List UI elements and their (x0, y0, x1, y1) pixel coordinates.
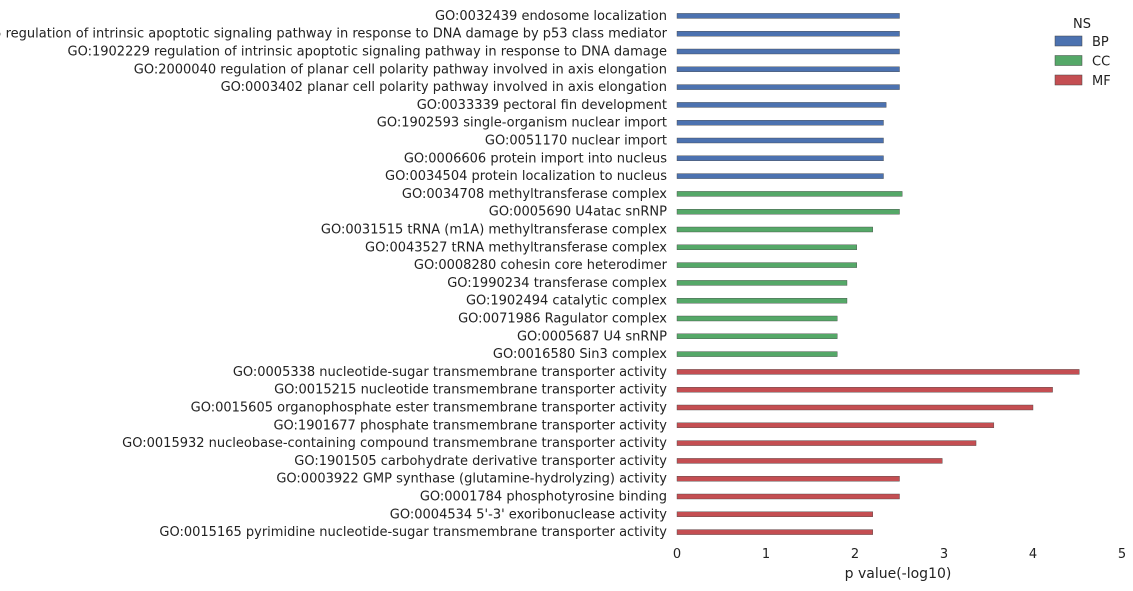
bar-mf (676, 387, 1053, 393)
category-label: GO:0043527 tRNA methyltransferase comple… (365, 240, 667, 255)
bar-mf (676, 493, 900, 500)
category-label: GO:1902229 regulation of intrinsic apopt… (68, 45, 667, 60)
category-label: GO:0005690 U4atac snRNP (489, 205, 667, 220)
category-label: GO:0034708 methyltransferase complex (402, 187, 667, 202)
legend-swatch-bp (1054, 35, 1083, 47)
bar-cc (676, 351, 838, 357)
bar-mf (676, 404, 1034, 411)
bar-mf (676, 476, 900, 482)
x-tick-label: 1 (762, 547, 770, 562)
category-label: GO:2000040 regulation of planar cell pol… (134, 62, 667, 77)
bar-cc (676, 298, 848, 304)
category-label: GO:1990234 transferase complex (447, 276, 667, 291)
x-axis-label: p value(-log10) (845, 566, 952, 582)
legend-label-cc: CC (1092, 55, 1110, 70)
bar-bp (676, 48, 900, 55)
category-label: GO:0033339 pectoral fin development (417, 98, 667, 113)
category-label: GO:0003922 GMP synthase (glutamine-hydro… (276, 472, 667, 487)
x-axis: 0 1 2 3 4 5 (673, 547, 1126, 562)
bar-cc (676, 262, 857, 268)
legend: NS BP CC MF (1054, 17, 1111, 89)
category-label: GO:0031515 tRNA (m1A) methyltransferase … (321, 223, 667, 238)
x-tick-label: 0 (673, 547, 681, 562)
bar-mf (676, 369, 1080, 375)
x-tick-label: 3 (940, 547, 948, 562)
category-label: GO:1902494 catalytic complex (466, 294, 667, 309)
bar-cc (676, 333, 838, 339)
bar-cc (676, 244, 857, 251)
bar-bp (676, 155, 884, 162)
bars-layer (676, 13, 1080, 535)
category-label: GO:1901505 carbohydrate derivative trans… (294, 454, 667, 469)
x-tick-label: 4 (1029, 547, 1037, 562)
category-label: GO:0015215 nucleotide transmembrane tran… (274, 383, 667, 398)
bar-mf (676, 529, 874, 535)
bar-cc (676, 191, 903, 197)
bar-bp (676, 173, 884, 179)
category-label: GO:1902593 single-organism nuclear impor… (377, 116, 667, 131)
bar-bp (676, 66, 900, 73)
category-label: GO:1902165 regulation of intrinsic apopt… (0, 27, 668, 42)
category-label: GO:0015932 nucleobase-containing compoun… (122, 436, 667, 451)
category-label: GO:0001784 phosphotyrosine binding (420, 490, 667, 505)
bar-bp (676, 31, 900, 37)
x-tick-label: 5 (1118, 547, 1126, 562)
bar-mf (676, 511, 874, 517)
category-label: GO:0051170 nuclear import (485, 134, 667, 149)
bar-mf (676, 458, 943, 464)
bar-cc (676, 208, 900, 215)
bar-cc (676, 280, 848, 286)
category-label: GO:0004534 5'-3' exoribonuclease activit… (390, 507, 668, 522)
category-label: GO:0005687 U4 snRNP (517, 329, 667, 344)
legend-title: NS (1073, 17, 1091, 32)
bar-cc (676, 226, 874, 233)
category-label: GO:0016580 Sin3 complex (493, 347, 667, 362)
category-label: GO:0003402 planar cell polarity pathway … (221, 80, 667, 95)
category-labels: GO:0032439 endosome localization GO:19021… (0, 9, 668, 540)
category-label: GO:1901677 phosphate transmembrane trans… (273, 418, 667, 433)
bar-mf (676, 422, 995, 428)
bar-bp (676, 102, 887, 108)
category-label: GO:0005338 nucleotide-sugar transmembran… (233, 365, 667, 380)
legend-swatch-cc (1054, 55, 1083, 66)
legend-label-mf: MF (1092, 74, 1111, 89)
category-label: GO:0006606 protein import into nucleus (404, 151, 667, 166)
legend-label-bp: BP (1092, 35, 1109, 50)
category-label: GO:0034504 protein localization to nucle… (385, 169, 667, 184)
bar-bp (676, 119, 884, 126)
category-label: GO:0032439 endosome localization (435, 9, 667, 24)
bar-mf (676, 440, 977, 446)
bar-bp (676, 13, 900, 19)
category-label: GO:0071986 Ragulator complex (458, 312, 667, 327)
category-label: GO:0015605 organophosphate ester transme… (191, 401, 668, 416)
category-label: GO:0008280 cohesin core heterodimer (414, 258, 668, 273)
bar-cc (676, 315, 838, 322)
bar-bp (676, 137, 884, 144)
legend-swatch-mf (1054, 74, 1083, 86)
x-tick-label: 2 (851, 547, 859, 562)
category-label: GO:0015165 pyrimidine nucleotide-sugar t… (159, 525, 667, 540)
bar-bp (676, 84, 900, 90)
